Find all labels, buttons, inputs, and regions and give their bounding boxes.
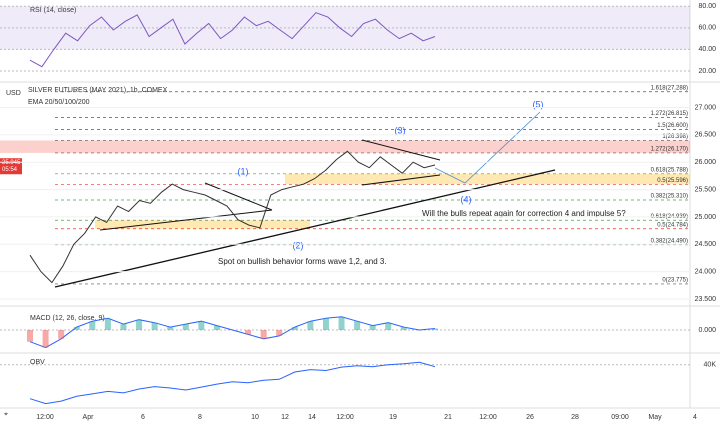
x-tick-label: May — [648, 414, 662, 421]
wave-label: (3) — [395, 125, 406, 135]
series-line — [29, 12, 436, 68]
price-title: SILVER FUTURES (MAY 2021), 1h, COMEX — [28, 87, 168, 94]
last-price: 25.945 — [2, 160, 21, 166]
x-tick-label: 19 — [389, 414, 397, 421]
x-tick-label: 6 — [141, 414, 145, 421]
y-tick-label: 20.00 — [698, 68, 716, 75]
y-tick-label: 24.500 — [695, 241, 717, 248]
fib-label: 1.272(26.170) — [651, 147, 688, 153]
y-tick-label: 80.00 — [698, 3, 716, 10]
histogram-bar — [58, 330, 65, 339]
fib-label: 1(26.398) — [662, 134, 688, 140]
histogram-bar — [89, 321, 96, 330]
histogram-bar — [291, 327, 298, 330]
y-tick-label: 60.00 — [698, 25, 716, 32]
histogram-bar — [307, 321, 314, 330]
histogram-bar — [120, 324, 127, 330]
wave-label: (5) — [533, 99, 544, 109]
support-zone — [285, 173, 690, 185]
x-tick-label: 4 — [693, 414, 697, 421]
fib-label: 1.5(26.600) — [657, 123, 688, 129]
x-tick-label: 12:00 — [36, 414, 54, 421]
currency-label: USD — [6, 90, 21, 97]
y-tick-label: 24.000 — [695, 268, 717, 275]
histogram-bar — [27, 330, 33, 342]
y-tick-label: 23.500 — [695, 296, 717, 303]
histogram-bar — [369, 325, 376, 330]
histogram-bar — [42, 330, 49, 348]
histogram-bar — [276, 330, 283, 336]
macd-title: MACD (12, 26, close, 9) — [30, 315, 105, 322]
axis-icon: ⌖ — [4, 411, 8, 418]
trendline — [204, 182, 273, 211]
y-tick-label: 26.000 — [695, 159, 717, 166]
annotation: Spot on bullish behavior forms wave 1,2,… — [218, 257, 387, 266]
histogram-bar — [322, 318, 329, 330]
x-tick-label: 28 — [571, 414, 579, 421]
histogram-bar — [400, 327, 407, 330]
x-tick-label: 12:00 — [479, 414, 497, 421]
series-line — [29, 150, 436, 284]
annotation: Will the bulls repeat again for correcti… — [422, 209, 626, 218]
x-tick-label: 09:00 — [611, 414, 629, 421]
resistance-zone — [0, 140, 690, 153]
y-tick-label: 25.500 — [695, 186, 717, 193]
y-tick-label: 25.000 — [695, 214, 717, 221]
x-tick-label: Apr — [83, 414, 95, 421]
fib-label: 1.618(27.288) — [651, 85, 688, 91]
wave-label: (1) — [238, 166, 249, 176]
histogram-bar — [432, 328, 438, 330]
x-tick-label: 10 — [251, 414, 259, 421]
support-zone — [95, 220, 310, 229]
projection — [434, 111, 541, 184]
x-tick-label: 14 — [308, 414, 316, 421]
fib-label: 1.272(26.815) — [651, 111, 688, 117]
fib-label: 0.5(25.596) — [657, 178, 688, 184]
histogram-bar — [213, 325, 220, 330]
histogram-bar — [385, 322, 392, 330]
countdown: 05:54 — [2, 167, 18, 173]
wave-label: (2) — [293, 240, 304, 250]
histogram-bar — [338, 316, 345, 330]
x-tick-label: 21 — [444, 414, 452, 421]
y-tick-label: 26.500 — [695, 132, 717, 139]
y-tick-label: 0.000 — [698, 327, 716, 334]
y-tick-label: 40.00 — [698, 46, 716, 53]
x-tick-label: 26 — [526, 414, 534, 421]
series-line — [29, 361, 436, 405]
y-tick-label: 40K — [704, 362, 717, 369]
fib-label: 0.5(24.784) — [657, 222, 688, 228]
fib-label: 0.382(24.490) — [651, 238, 688, 244]
histogram-bar — [104, 318, 111, 330]
histogram-bar — [167, 327, 174, 330]
trendline — [361, 174, 441, 186]
histogram-bar — [260, 330, 267, 339]
histogram-bar — [198, 321, 205, 330]
fib-label: 0(23.775) — [662, 278, 688, 284]
histogram-bar — [354, 321, 361, 330]
histogram-bar — [151, 322, 158, 330]
x-tick-label: 12:00 — [336, 414, 354, 421]
histogram-bar — [73, 327, 80, 330]
y-tick-label: 27.000 — [695, 104, 717, 111]
x-tick-label: 12 — [281, 414, 289, 421]
wave-label: (4) — [461, 194, 472, 204]
histogram-bar — [182, 324, 189, 330]
histogram-bar — [245, 330, 252, 335]
trendline — [361, 139, 441, 161]
trendline — [99, 209, 273, 231]
rsi-title: RSI (14, close) — [30, 7, 76, 14]
x-tick-label: 8 — [198, 414, 202, 421]
fib-label: 0.618(25.788) — [651, 167, 688, 173]
price-subtitle: EMA 20/50/100/200 — [28, 99, 90, 106]
series-line — [29, 316, 436, 349]
obv-title: OBV — [30, 359, 45, 366]
fib-label: 0.382(25.310) — [651, 194, 688, 200]
histogram-bar — [136, 319, 143, 330]
